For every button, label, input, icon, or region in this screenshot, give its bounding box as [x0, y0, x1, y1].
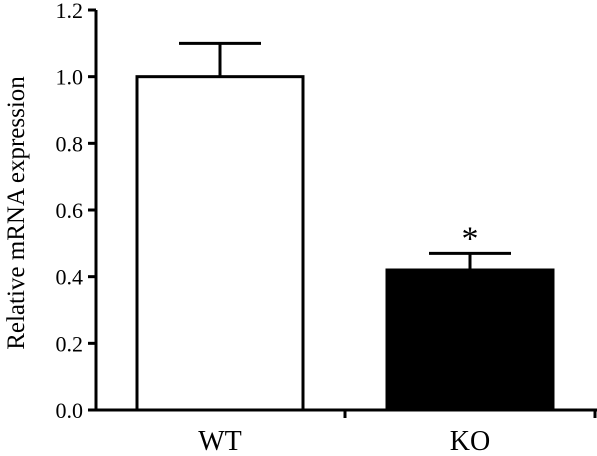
bar-wt	[135, 75, 305, 412]
x-tick-label: WT	[198, 426, 242, 456]
y-tick-label: 1.2	[56, 0, 84, 23]
significance-marker: *	[462, 220, 479, 257]
y-tick-label: 1.0	[56, 65, 84, 90]
x-tick-label: KO	[450, 426, 490, 456]
y-tick-label: 0.6	[56, 198, 84, 223]
y-tick-label: 0.0	[56, 398, 84, 423]
y-axis-label: Relative mRNA expression	[3, 76, 30, 350]
y-tick-label: 0.4	[56, 265, 84, 290]
bar-ko	[385, 268, 555, 412]
y-tick-label: 0.2	[56, 331, 84, 356]
y-tick-label: 0.8	[56, 131, 84, 156]
